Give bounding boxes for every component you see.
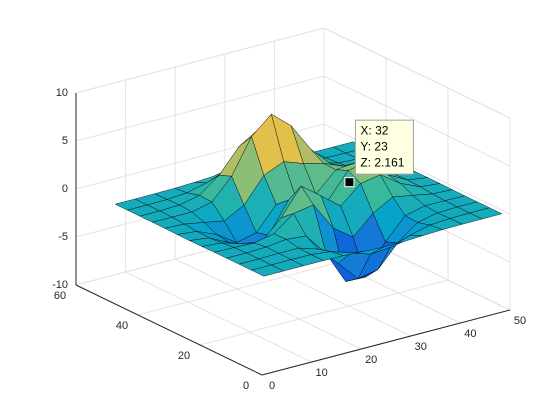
surface-patch (250, 264, 285, 277)
x-tick-label: 40 (464, 328, 476, 340)
axis-line (261, 309, 511, 376)
x-tick-label: 20 (365, 354, 377, 366)
x-tick-label: 30 (415, 341, 427, 353)
x-tick-label: 50 (514, 315, 526, 327)
grid-line (75, 123, 511, 215)
datatip-marker (344, 177, 355, 188)
y-tick-label: 40 (116, 320, 128, 332)
grid-line (75, 27, 511, 119)
z-tick-label: 0 (62, 183, 68, 195)
y-tick-label: 60 (54, 290, 66, 302)
z-tick-label: 10 (56, 87, 68, 99)
datatip: X: 32 Y: 23 Z: 2.161 (354, 119, 414, 175)
x-tick-label: 10 (315, 367, 327, 379)
z-tick-label: 5 (62, 135, 68, 147)
datatip-label: Y: 23 (360, 139, 388, 153)
grid-line (75, 75, 511, 167)
axis-line (75, 284, 263, 376)
z-tick-label: -10 (52, 279, 68, 291)
x-tick-label: 0 (269, 380, 275, 392)
datatip-box (354, 119, 414, 175)
y-tick-label: 0 (243, 380, 249, 392)
z-tick-label: -5 (58, 231, 68, 243)
datatip-label: Z: 2.161 (360, 155, 404, 169)
y-tick-label: 20 (178, 350, 190, 362)
datatip-label: X: 32 (360, 123, 388, 137)
